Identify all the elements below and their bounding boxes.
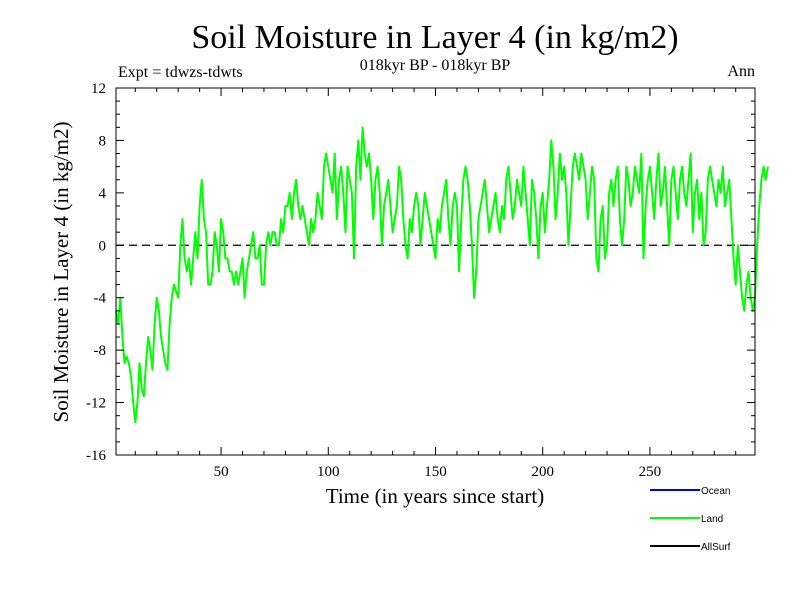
- x-tick-label: 200: [531, 464, 554, 480]
- x-axis-label: Time (in years since start): [326, 484, 545, 508]
- x-tick-label: 250: [639, 464, 662, 480]
- y-tick-label: -8: [94, 343, 107, 359]
- experiment-label: Expt = tdwzs-tdwts: [118, 64, 243, 81]
- axes: 50 100 150 200 250 -16 -12 -8 -4 0 4 8 12: [86, 81, 756, 480]
- y-tick-label: 0: [99, 238, 107, 254]
- season-label: Ann: [727, 63, 755, 80]
- plot-area: [115, 126, 769, 424]
- y-tick-label: 4: [99, 186, 107, 202]
- legend-label-land: Land: [701, 514, 723, 525]
- y-tick-label: -4: [94, 291, 107, 307]
- x-tick-label: 150: [424, 464, 447, 480]
- y-tick-label: 12: [91, 81, 106, 97]
- chart-subtitle: 018kyr BP - 018kyr BP: [360, 57, 511, 74]
- series-line-land: [115, 126, 769, 424]
- x-tick-label: 50: [214, 464, 229, 480]
- y-tick-label: -12: [86, 396, 106, 412]
- x-tick-label: 100: [317, 464, 340, 480]
- y-tick-label: 8: [99, 133, 107, 149]
- legend: Ocean Land AllSurf: [650, 486, 731, 553]
- chart-title: Soil Moisture in Layer 4 (in kg/m2): [191, 19, 678, 56]
- legend-label-ocean: Ocean: [701, 486, 730, 497]
- y-axis-label: Soil Moisture in Layer 4 (in kg/m2): [49, 122, 73, 423]
- legend-label-allsurf: AllSurf: [701, 542, 731, 553]
- y-tick-label: -16: [86, 448, 106, 464]
